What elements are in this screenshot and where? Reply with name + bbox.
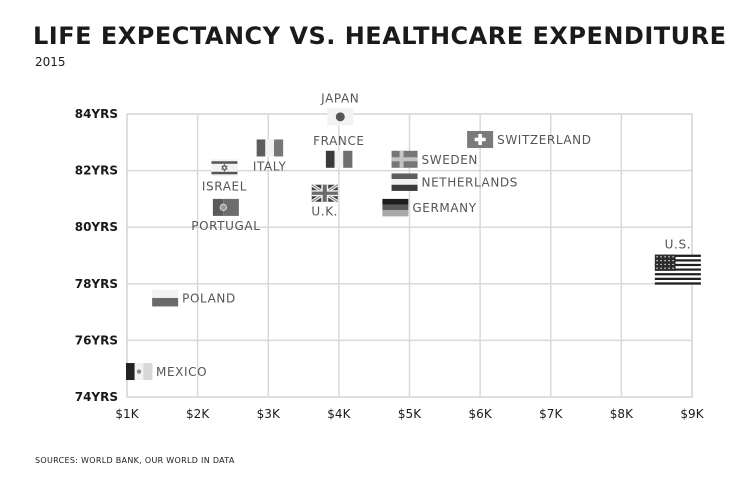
chart-title: LIFE EXPECTANCY VS. HEALTHCARE EXPENDITU… bbox=[33, 22, 727, 50]
x-tick-label: $8K bbox=[610, 407, 634, 421]
x-tick-label: $9K bbox=[680, 407, 704, 421]
y-tick-label: 80YRS bbox=[75, 220, 118, 234]
y-tick-label: 76YRS bbox=[75, 333, 118, 347]
x-tick-label: $1K bbox=[115, 407, 139, 421]
france-flag-marker bbox=[325, 150, 353, 168]
israel-flag-marker bbox=[211, 159, 238, 177]
portugal-flag-marker bbox=[212, 198, 239, 216]
country-label: U.K. bbox=[311, 205, 338, 219]
country-label: POLAND bbox=[182, 291, 236, 305]
y-tick-label: 84YRS bbox=[75, 107, 118, 121]
country-label: PORTUGAL bbox=[191, 219, 260, 233]
chart-subtitle: 2015 bbox=[35, 55, 66, 69]
japan-flag-marker bbox=[327, 108, 354, 126]
country-label: GERMANY bbox=[412, 201, 476, 215]
netherlands-flag-marker bbox=[391, 173, 418, 191]
country-label: U.S. bbox=[665, 238, 691, 252]
country-label: JAPAN bbox=[320, 91, 359, 105]
source-note: SOURCES: WORLD BANK, OUR WORLD IN DATA bbox=[35, 456, 235, 465]
x-tick-label: $3K bbox=[257, 407, 281, 421]
data-points: JAPAN SWITZERLAND ITALY FRANCE SWEDEN ISRAEL N… bbox=[126, 91, 701, 381]
usa-flag-marker bbox=[654, 254, 701, 285]
country-label: SWITZERLAND bbox=[497, 133, 591, 147]
country-label: ITALY bbox=[253, 159, 287, 173]
x-tick-label: $2K bbox=[186, 407, 210, 421]
x-tick-label: $5K bbox=[398, 407, 422, 421]
x-tick-label: $4K bbox=[327, 407, 351, 421]
country-label: FRANCE bbox=[313, 134, 365, 148]
italy-flag-marker bbox=[256, 139, 284, 157]
sweden-flag-marker bbox=[391, 150, 418, 168]
uk-flag-marker bbox=[310, 183, 339, 204]
germany-flag-marker bbox=[382, 198, 409, 217]
country-label: SWEDEN bbox=[422, 153, 478, 167]
switzerland-flag-marker bbox=[467, 130, 494, 148]
x-tick-label: $6K bbox=[469, 407, 493, 421]
country-label: NETHERLANDS bbox=[422, 175, 518, 189]
axes: $1K $2K $3K $4K $5K $6K $7K $8K $9K 74YRS 76YRS 78Y… bbox=[75, 107, 705, 421]
country-label: ISRAEL bbox=[202, 179, 247, 193]
poland-flag-marker bbox=[152, 289, 179, 307]
country-label: MEXICO bbox=[156, 365, 207, 379]
y-tick-label: 82YRS bbox=[75, 164, 118, 178]
x-tick-label: $7K bbox=[539, 407, 563, 421]
y-tick-label: 74YRS bbox=[75, 390, 118, 404]
mexico-flag-marker bbox=[126, 363, 153, 381]
grid-lines bbox=[126, 113, 693, 398]
y-tick-label: 78YRS bbox=[75, 277, 118, 291]
